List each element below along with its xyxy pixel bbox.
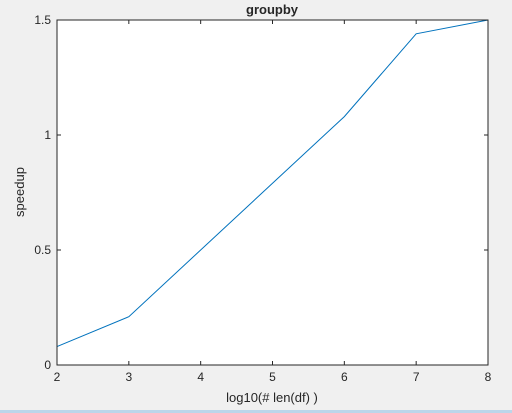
y-axis-label: speedup — [12, 167, 27, 217]
chart-title: groupby — [246, 2, 299, 17]
plot-area — [57, 20, 488, 365]
x-tick-label: 5 — [269, 370, 276, 384]
x-tick-label: 3 — [125, 370, 132, 384]
x-tick-label: 8 — [485, 370, 492, 384]
y-ticks: 0 0.5 1 1.5 — [34, 13, 488, 372]
x-tick-label: 6 — [341, 370, 348, 384]
x-axis-label: log10(# len(df) ) — [226, 390, 318, 405]
y-tick-label: 1 — [44, 128, 51, 142]
x-tick-label: 7 — [413, 370, 420, 384]
x-ticks: 2 3 4 5 6 7 8 — [54, 20, 492, 384]
x-tick-label: 2 — [54, 370, 61, 384]
x-tick-label: 4 — [197, 370, 204, 384]
y-tick-label: 1.5 — [34, 13, 51, 27]
y-tick-label: 0.5 — [34, 243, 51, 257]
y-tick-label: 0 — [44, 358, 51, 372]
window-bottom-edge — [0, 410, 512, 413]
